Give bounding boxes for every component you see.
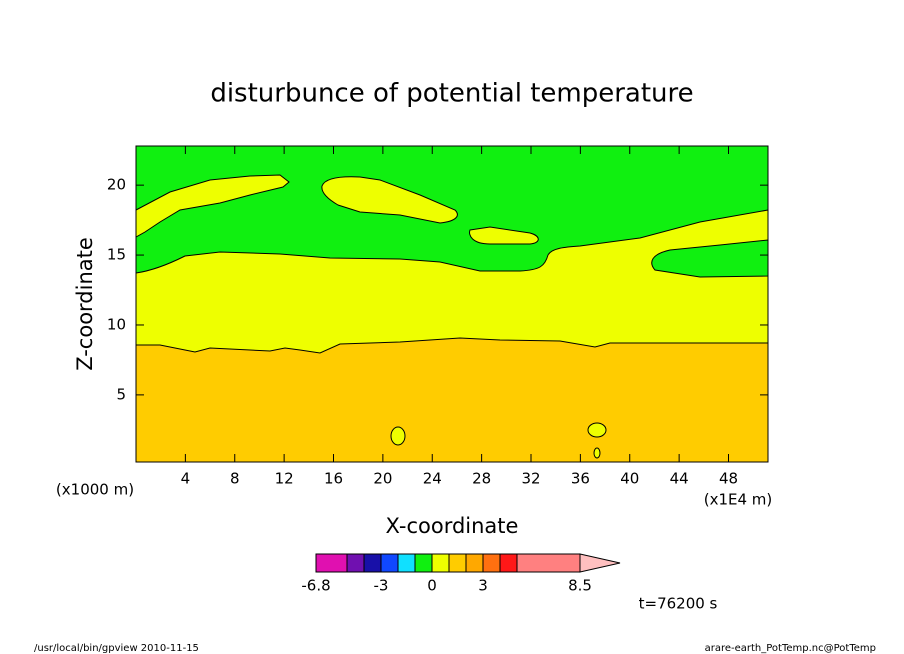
x-tick-label: 12 (275, 470, 294, 488)
x-tick-label: 16 (324, 470, 343, 488)
colorbar-swatch (448, 553, 467, 573)
colorbar-label: -6.8 (301, 577, 330, 595)
plot-frame (135, 145, 769, 463)
colorbar-swatch (465, 553, 484, 573)
region (651, 239, 769, 278)
colorbar-swatch (380, 553, 399, 573)
region (135, 174, 290, 238)
x-tick-label: 8 (230, 470, 240, 488)
colorbar-swatch (363, 553, 382, 573)
x-tick-label: 28 (472, 470, 491, 488)
x-scale-note: (x1E4 m) (704, 491, 773, 509)
colorbar-swatch (346, 553, 365, 573)
footer-left: /usr/local/bin/gpview 2010-11-15 (34, 643, 199, 654)
x-tick-label: 36 (571, 470, 590, 488)
colorbar-swatch (499, 553, 518, 573)
y-tick-label: 15 (107, 246, 126, 264)
region (593, 447, 601, 459)
colorbar-swatch (482, 553, 501, 573)
x-tick-label: 44 (670, 470, 689, 488)
y-axis-label: Z-coordinate (73, 237, 97, 371)
y-tick-label: 20 (107, 176, 126, 194)
contour-field (135, 145, 769, 463)
y-tick-label: 5 (116, 385, 126, 403)
x-tick-label: 20 (373, 470, 392, 488)
x-axis-label: X-coordinate (386, 514, 519, 538)
chart-title: disturbunce of potential temperature (210, 79, 693, 109)
x-unit: (x1000 m) (56, 481, 134, 499)
colorbar-swatch (414, 553, 433, 573)
y-tick-label: 10 (107, 315, 126, 333)
colorbar-swatch (516, 553, 581, 573)
region (321, 176, 458, 224)
x-tick-label: 48 (719, 470, 738, 488)
x-tick-label: 40 (620, 470, 639, 488)
colorbar-label: 3 (478, 577, 488, 595)
footer-right: arare-earth_PotTemp.nc@PotTemp (705, 643, 876, 654)
colorbar-label: 0 (427, 577, 437, 595)
colorbar-label: 8.5 (568, 577, 592, 595)
colorbar-label: -3 (374, 577, 389, 595)
region (135, 337, 769, 463)
colorbar-extension (579, 553, 621, 573)
x-tick-label: 24 (423, 470, 442, 488)
colorbar-swatch (397, 553, 416, 573)
region (587, 422, 607, 438)
region (390, 426, 406, 446)
x-tick-label: 4 (181, 470, 191, 488)
colorbar-swatch (315, 553, 348, 573)
time-label: t=76200 s (639, 595, 718, 613)
x-tick-label: 32 (521, 470, 540, 488)
region (469, 226, 539, 245)
colorbar-swatch (431, 553, 450, 573)
